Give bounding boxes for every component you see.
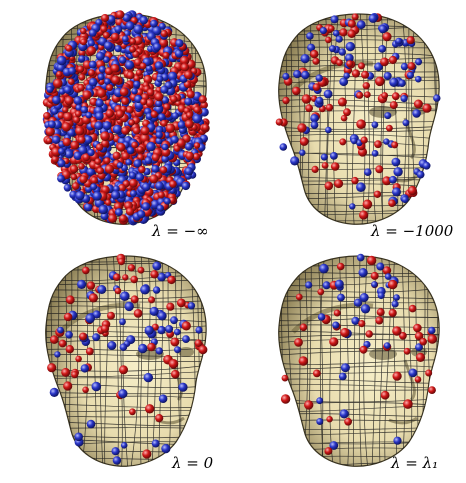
panel-lambda-neg-inf: λ = −∞ [0,0,233,241]
head-render-4 [278,253,440,467]
head-render-2 [275,13,441,225]
head-render-1 [42,10,210,226]
caption-2: λ = −1000 [371,222,454,240]
caption-4: λ = λ₁ [391,454,439,472]
sphere-cloud [280,253,437,455]
panel-lambda-zero: λ = 0 [0,242,233,483]
sphere-cloud [47,253,208,465]
caption-3: λ = 0 [172,454,214,472]
panel-lambda-neg-1000: λ = −1000 [233,0,466,241]
sphere-cloud [275,13,441,220]
sphere-cloud [42,10,210,226]
panel-lambda-one: λ = λ₁ [233,242,466,483]
caption-1: λ = −∞ [152,222,209,240]
head-render-3 [45,253,208,467]
